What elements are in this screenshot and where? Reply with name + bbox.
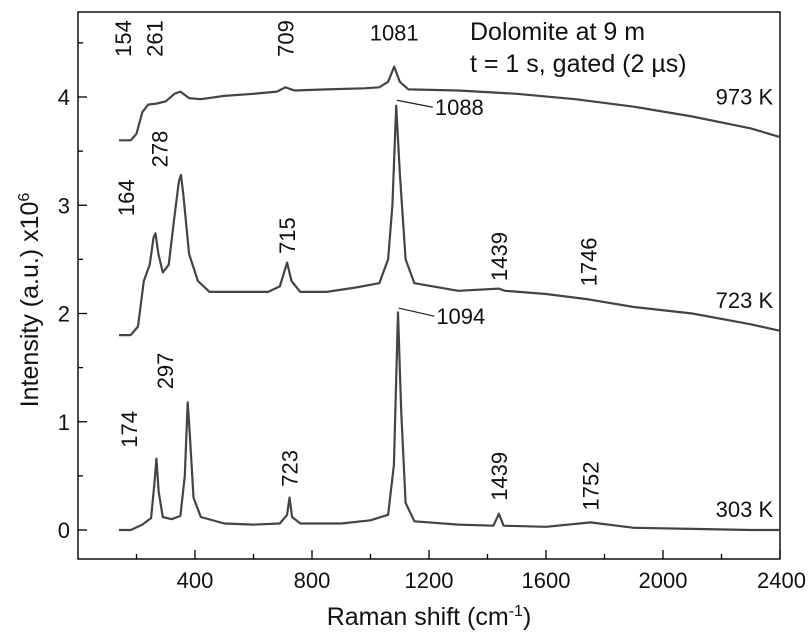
y-tick-label: 2 bbox=[58, 302, 70, 327]
x-tick-label: 800 bbox=[294, 568, 331, 593]
chart-title-block: Dolomite at 9 m t = 1 s, gated (2 µs) bbox=[470, 18, 687, 78]
peak-annotations: 154 261 709 1081 1088 164 278 715 1439 1746 1094 17… bbox=[111, 20, 773, 522]
x-axis-title: Raman shift (cm-1) bbox=[327, 603, 532, 631]
peak-label: 715 bbox=[275, 217, 300, 254]
curve-temperature-label: 973 K bbox=[716, 85, 774, 110]
peak-label: 1088 bbox=[435, 95, 484, 120]
peak-label: 1439 bbox=[487, 232, 512, 281]
peak-leader-line bbox=[396, 99, 433, 108]
spectrum-line bbox=[119, 311, 780, 532]
spectra-series bbox=[119, 65, 781, 532]
peak-label: 297 bbox=[153, 353, 178, 390]
y-tick-label: 1 bbox=[58, 410, 70, 435]
spectrum-line bbox=[119, 65, 781, 142]
peak-label: 261 bbox=[142, 20, 167, 57]
peak-label: 174 bbox=[117, 411, 142, 448]
x-tick-label: 2000 bbox=[639, 568, 688, 593]
peak-label: 154 bbox=[111, 20, 136, 57]
peak-label: 723 bbox=[278, 450, 303, 487]
peak-label: 1094 bbox=[436, 304, 485, 329]
peak-leader-line bbox=[398, 307, 435, 317]
peak-label: 1081 bbox=[370, 21, 419, 46]
x-tick-label: 2400 bbox=[757, 568, 806, 593]
peak-label: 1752 bbox=[579, 462, 604, 511]
y-tick-label: 4 bbox=[58, 85, 70, 110]
chart-subtitle: t = 1 s, gated (2 µs) bbox=[470, 50, 687, 78]
chart-title: Dolomite at 9 m bbox=[470, 18, 645, 46]
peak-label: 1746 bbox=[577, 237, 602, 286]
y-tick-label: 3 bbox=[58, 193, 70, 218]
y-axis-ticks: 0 1 2 3 4 bbox=[58, 42, 87, 543]
spectrum-line bbox=[119, 104, 781, 337]
x-tick-label: 1600 bbox=[522, 568, 571, 593]
x-tick-label: 1200 bbox=[405, 568, 454, 593]
peak-label: 278 bbox=[147, 131, 172, 168]
curve-temperature-label: 723 K bbox=[716, 288, 774, 313]
peak-label: 1439 bbox=[487, 452, 512, 501]
curve-temperature-label: 303 K bbox=[716, 497, 774, 522]
peak-label: 709 bbox=[273, 20, 298, 57]
y-axis-title: Intensity (a.u.) x106 bbox=[16, 193, 44, 408]
peak-label: 164 bbox=[114, 179, 139, 216]
y-tick-label: 0 bbox=[58, 518, 70, 543]
x-tick-label: 400 bbox=[177, 568, 214, 593]
x-axis-ticks: 400 800 1200 1600 2000 2400 bbox=[135, 550, 806, 593]
